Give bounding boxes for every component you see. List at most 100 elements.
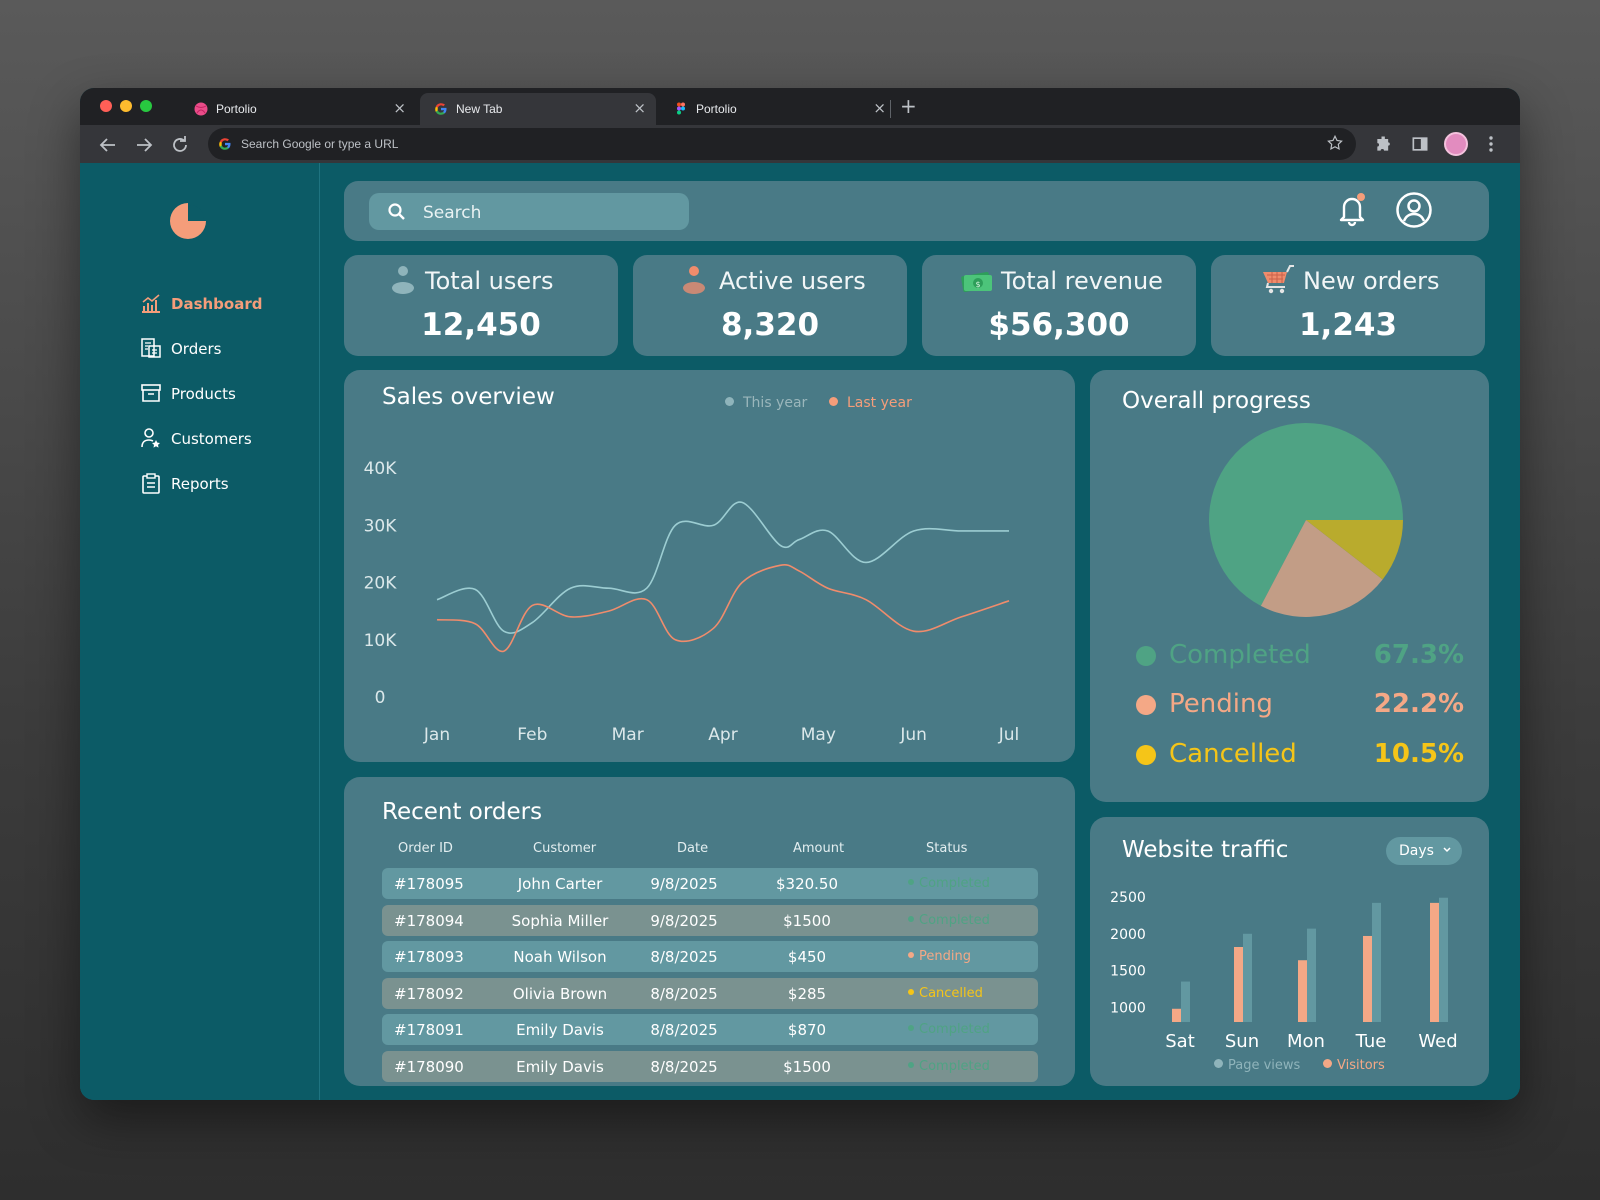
legend-page-views: Page views — [1214, 1058, 1300, 1073]
new-tab-icon[interactable]: + — [900, 94, 917, 118]
profile-avatar[interactable] — [1444, 132, 1468, 156]
progress-value: 10.5% — [1373, 739, 1464, 769]
x-tick-label: May — [801, 725, 836, 745]
x-tick-label: Wed — [1418, 1031, 1457, 1052]
y-tick-label: 2500 — [1110, 890, 1146, 906]
column-header-amount: Amount — [793, 841, 845, 856]
user-account-icon[interactable] — [1395, 191, 1433, 229]
notification-bell-icon[interactable] — [1335, 191, 1369, 227]
table-row[interactable]: #178090 Emily Davis 8/8/2025 $1500 Completed — [382, 1050, 1038, 1082]
stat-label: Active users — [719, 267, 866, 295]
overall-progress-card: Overall progress Completed 67.3% Pending… — [1090, 370, 1489, 802]
x-tick-label: Jan — [423, 725, 450, 745]
pie-slice — [1306, 520, 1403, 580]
y-tick-label: 1500 — [1110, 964, 1146, 980]
side-panel-icon[interactable] — [1410, 134, 1430, 154]
stat-card-total-users: Total users 12,450 — [344, 255, 618, 356]
stat-value: $56,300 — [988, 307, 1130, 343]
search-icon — [388, 203, 405, 220]
date-cell: 9/8/2025 — [650, 875, 718, 893]
money-icon: $ — [961, 272, 992, 292]
close-tab-icon[interactable]: × — [393, 99, 406, 117]
tab-new-tab[interactable]: New Tab × — [420, 93, 656, 125]
progress-row-completed: Completed 67.3% — [1136, 638, 1464, 674]
close-tab-icon[interactable]: × — [873, 99, 886, 117]
x-tick-label: Feb — [517, 725, 547, 745]
sales-overview-card: Sales overview This year Last year 0 10K 2… — [344, 370, 1075, 762]
table-row[interactable]: #178091 Emily Davis 8/8/2025 $870 Completed — [382, 1014, 1038, 1045]
sidebar-item-dashboard[interactable]: Dashboard — [140, 290, 310, 318]
more-menu-icon[interactable] — [1489, 135, 1493, 153]
status-badge: Cancelled — [908, 986, 983, 1001]
status-label: Pending — [919, 949, 971, 964]
figma-icon — [677, 102, 685, 115]
status-label: Completed — [919, 912, 990, 928]
legend-last-year: Last year — [829, 395, 912, 411]
y-tick-label: 30K — [364, 516, 398, 536]
tab-title: New Tab — [456, 102, 503, 116]
sidebar-item-orders[interactable]: Orders — [140, 335, 310, 363]
user-icon — [392, 266, 414, 294]
legend-label: Page views — [1228, 1058, 1301, 1073]
order-id-cell: #178093 — [394, 948, 464, 966]
customer-cell: Emily Davis — [516, 1021, 604, 1039]
address-bar[interactable]: Search Google or type a URL — [208, 128, 1356, 160]
browser-toolbar: Search Google or type a URL — [80, 125, 1520, 163]
bookmark-star-icon[interactable] — [1326, 134, 1344, 152]
close-tab-icon[interactable]: × — [633, 99, 646, 117]
series-line — [436, 501, 1010, 634]
reload-icon[interactable] — [168, 133, 192, 157]
column-header-customer: Customer — [533, 841, 597, 856]
tab-portfolio-2[interactable]: Portolio × — [660, 93, 896, 125]
bar-visitors — [1234, 947, 1243, 1022]
y-tick-label: 10K — [364, 631, 398, 651]
google-icon — [435, 103, 447, 115]
sidebar-item-reports[interactable]: Reports — [140, 470, 310, 498]
sidebar-item-customers[interactable]: Customers — [140, 425, 310, 453]
status-badge: Completed — [908, 913, 990, 928]
legend-dot — [1214, 1059, 1223, 1068]
status-label: Completed — [919, 1058, 990, 1074]
minimize-window-button[interactable] — [120, 100, 132, 112]
stat-value: 8,320 — [720, 307, 820, 343]
table-row[interactable]: #178092 Olivia Brown 8/8/2025 $285 Cancelled — [382, 977, 1038, 1009]
cancelled-dot — [1136, 745, 1156, 765]
close-window-button[interactable] — [100, 100, 112, 112]
progress-label: Completed — [1169, 640, 1311, 670]
customer-cell: Emily Davis — [516, 1057, 604, 1076]
bar-visitors — [1172, 1008, 1181, 1022]
top-bar: Search — [344, 181, 1489, 241]
progress-label: Cancelled — [1169, 739, 1297, 769]
tab-portfolio-1[interactable]: Portolio × — [180, 93, 416, 125]
search-input[interactable]: Search — [369, 193, 689, 230]
customers-icon — [141, 428, 160, 448]
table-row[interactable]: #178094 Sophia Miller 9/8/2025 $1500 Complet… — [382, 904, 1038, 936]
sidebar-item-label: Orders — [171, 340, 222, 358]
sidebar-item-products[interactable]: Products — [140, 380, 310, 408]
status-dot — [908, 1061, 914, 1068]
table-row[interactable]: #178093 Noah Wilson 8/8/2025 $450 Pending — [382, 941, 1038, 972]
range-select[interactable]: Days — [1386, 837, 1462, 865]
x-tick-label: Jul — [998, 725, 1020, 745]
stat-card-total-revenue: $ Total revenue $56,300 — [922, 255, 1196, 356]
y-tick-label: 20K — [364, 574, 398, 594]
date-cell: 8/8/2025 — [650, 948, 718, 966]
table-row[interactable]: #178095 John Carter 9/8/2025 $320.50 Complet… — [382, 868, 1038, 899]
stat-label: Total users — [425, 267, 554, 295]
legend-label: Last year — [847, 395, 912, 411]
order-id-cell: #178091 — [394, 1021, 464, 1039]
status-dot — [908, 879, 914, 885]
back-icon[interactable] — [96, 133, 120, 157]
progress-value: 67.3% — [1373, 640, 1464, 670]
x-tick-label: Sat — [1165, 1031, 1195, 1052]
amount-cell: $285 — [787, 984, 827, 1003]
legend-this-year: This year — [725, 395, 807, 411]
forward-icon[interactable] — [132, 133, 156, 157]
box-icon — [141, 384, 161, 402]
amount-cell: $450 — [787, 948, 827, 966]
tab-title: Portolio — [696, 102, 737, 116]
extensions-icon[interactable] — [1374, 134, 1394, 154]
bar-page-views — [1243, 933, 1252, 1022]
maximize-window-button[interactable] — [140, 100, 152, 112]
progress-pie-chart — [1209, 422, 1403, 617]
